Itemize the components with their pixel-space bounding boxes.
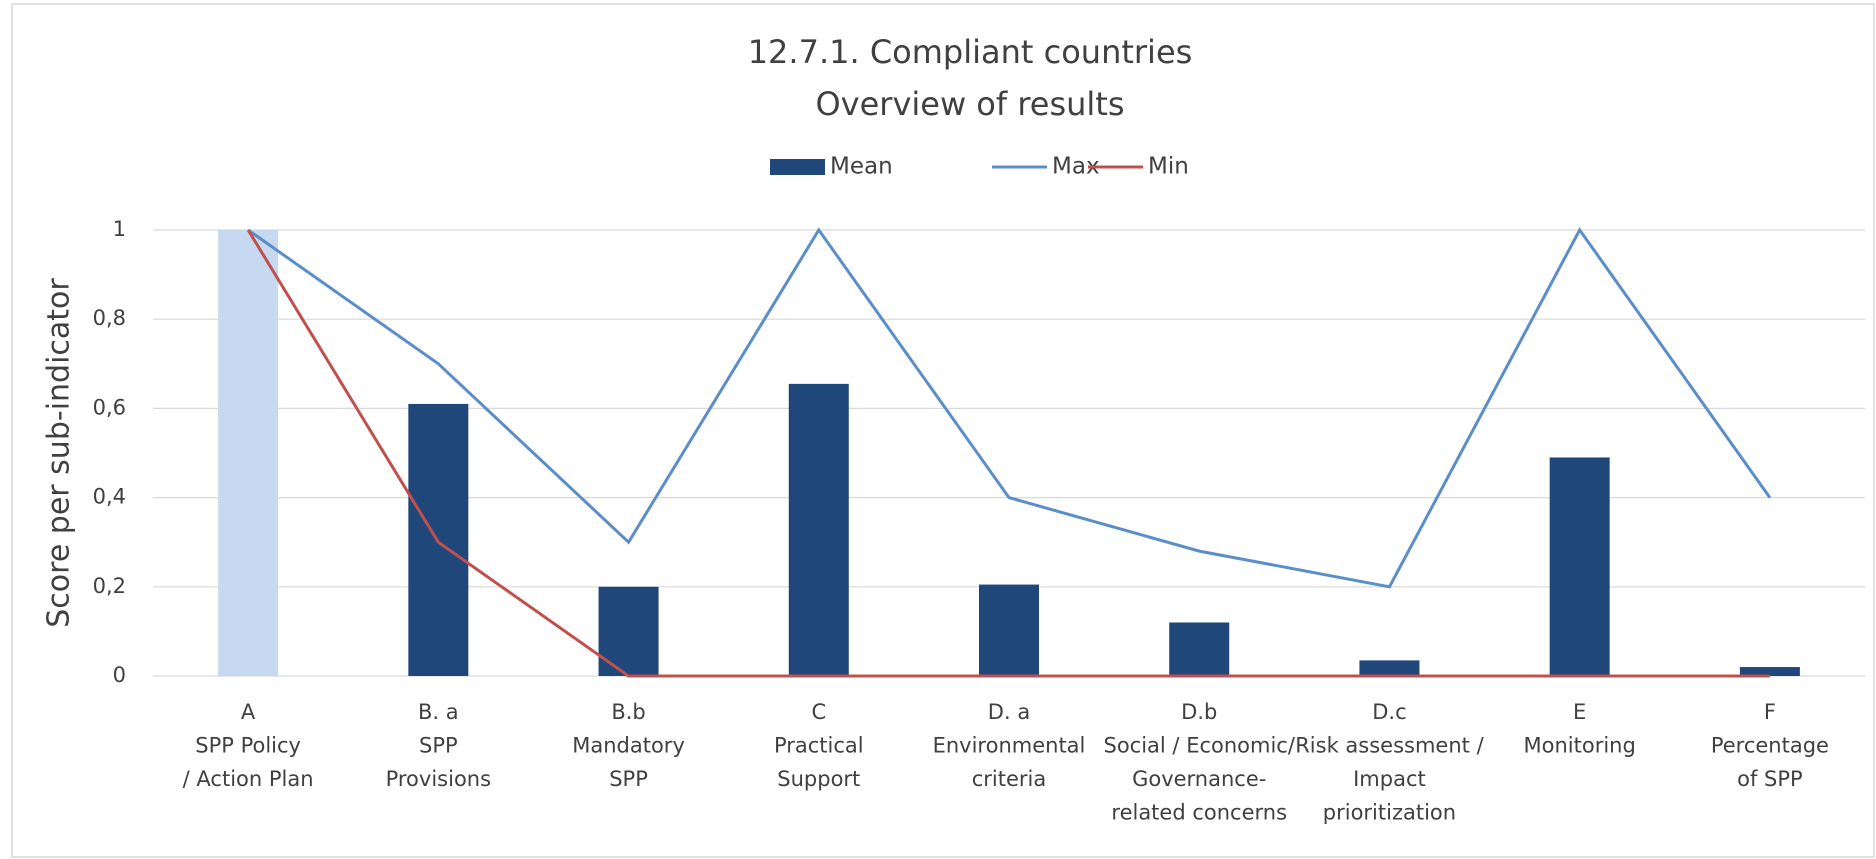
y-tick-label: 1 — [113, 217, 126, 241]
x-tick-label-line: B. a — [418, 700, 459, 724]
x-tick-label-line: Practical — [774, 734, 864, 758]
chart-subtitle: Overview of results — [815, 85, 1124, 123]
x-tick-label-line: E — [1573, 700, 1586, 724]
y-tick-label: 0,6 — [93, 395, 126, 419]
x-tick-label-line: Impact — [1353, 767, 1426, 791]
x-tick-label-line: related concerns — [1111, 801, 1287, 825]
x-tick-label-line: of SPP — [1737, 767, 1803, 791]
x-tick-label: D.b Social / Economic/Governance-related … — [1104, 700, 1296, 825]
bar — [1359, 660, 1420, 676]
chart-title: 12.7.1. Compliant countries — [748, 33, 1193, 71]
x-tick-label: A SPP Policy / Action Plan — [183, 700, 314, 791]
x-tick-label-line: prioritization — [1323, 801, 1456, 825]
x-tick-label-line: Support — [777, 767, 860, 791]
x-tick-label-line: C — [811, 700, 826, 724]
x-tick-label-line: Risk assessment / — [1295, 734, 1484, 758]
x-tick-label: B.b Mandatory SPP — [572, 700, 685, 791]
x-tick-label-line: Environmental — [933, 734, 1086, 758]
x-tick-label: E Monitoring — [1524, 700, 1636, 758]
y-tick-label: 0 — [113, 663, 126, 687]
y-tick-label: 0,8 — [93, 306, 126, 330]
x-tick-label-line: SPP — [609, 767, 648, 791]
bar — [1739, 667, 1800, 676]
bar — [1169, 622, 1230, 676]
y-axis-label: Score per sub-indicator — [42, 278, 77, 628]
x-tick-label-line: Mandatory — [572, 734, 685, 758]
x-tick-label-line: Social / Economic/ — [1104, 734, 1296, 758]
x-tick-label: D. a Environmental criteria — [933, 700, 1086, 791]
line — [246, 229, 1770, 678]
y-tick-label: 0,2 — [93, 574, 126, 598]
x-tick-label: F Percentage of SPP — [1711, 700, 1829, 791]
x-tick-label: C Practical Support — [774, 700, 864, 791]
x-tick-label-line: SPP — [419, 734, 458, 758]
x-tick-label-line: D.b — [1181, 700, 1217, 724]
x-tick-label-line: Monitoring — [1524, 734, 1636, 758]
chart-frame — [11, 3, 1875, 858]
x-tick-label-line: B.b — [611, 700, 645, 724]
x-tick-label-line: Percentage — [1711, 734, 1829, 758]
x-tick-label-line: A — [241, 700, 256, 724]
x-tick-label-line: SPP Policy — [195, 734, 301, 758]
x-tick-label-line: D. a — [988, 700, 1030, 724]
bar — [218, 230, 279, 676]
bar — [788, 383, 849, 676]
legend-swatch — [770, 159, 825, 175]
line — [247, 227, 1772, 589]
x-tick-label: B. a SPP Provisions — [386, 700, 491, 791]
x-tick-label-line: Provisions — [386, 767, 491, 791]
y-tick-label: 0,4 — [93, 485, 126, 509]
x-tick-label-line: Governance- — [1132, 767, 1266, 791]
x-tick-label-line: criteria — [972, 767, 1047, 791]
bar — [1549, 457, 1610, 676]
x-tick-label-line: F — [1764, 700, 1776, 724]
x-tick-label-line: / Action Plan — [183, 767, 314, 791]
legend-label: Min — [1148, 154, 1189, 180]
bar — [979, 584, 1039, 676]
x-tick-label: D.c Risk assessment / Impact prioritization — [1295, 700, 1484, 825]
legend-label: Mean — [830, 154, 893, 180]
x-tick-label-line: D.c — [1372, 700, 1406, 724]
